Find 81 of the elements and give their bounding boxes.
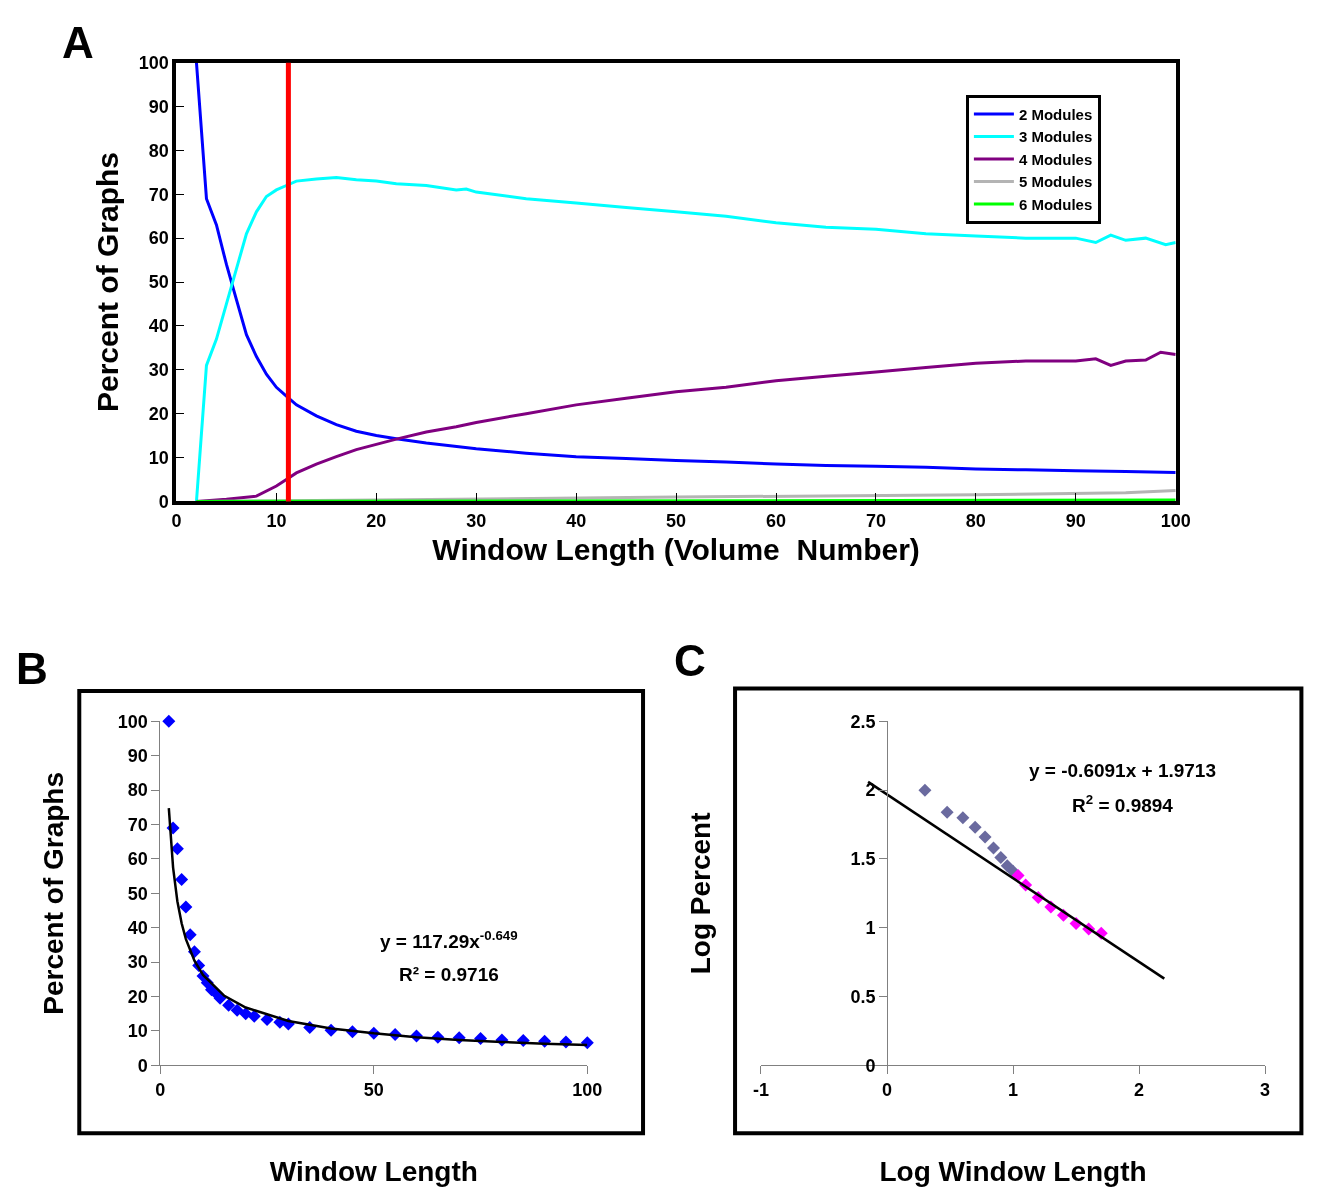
legend-label: 4 Modules	[1018, 150, 1093, 168]
y-tick-label: 70	[127, 814, 148, 835]
legend-label: 3 Modules	[1018, 128, 1093, 146]
point	[968, 820, 982, 834]
x-tick-label: 40	[566, 511, 587, 531]
x-axis-title: Log Window Length	[879, 1156, 1147, 1188]
x-tick-label: 2	[1134, 1079, 1145, 1100]
x-tick-label: 10	[266, 511, 287, 531]
annotation: R² = 0.9716	[399, 964, 499, 985]
y-axis-title: Percent of Graphs	[38, 771, 70, 1015]
y-tick-label: 10	[148, 447, 169, 468]
point	[162, 714, 176, 728]
point	[940, 805, 954, 819]
point	[183, 928, 197, 942]
point	[956, 811, 970, 825]
y-tick-label: 60	[127, 849, 148, 870]
line-series	[194, 62, 1176, 474]
legend-label: 5 Modules	[1018, 173, 1093, 191]
point	[170, 842, 184, 856]
x-tick-label: 50	[363, 1079, 384, 1100]
y-tick-label: 40	[127, 918, 148, 939]
y-tick-label: 100	[138, 52, 169, 73]
y-tick-label: 20	[148, 403, 169, 424]
y-tick-label: 0.5	[850, 986, 876, 1007]
y-tick-label: 0	[158, 491, 169, 512]
point	[222, 998, 236, 1012]
x-tick-label: 100	[572, 1079, 603, 1100]
y-tick-label: 1.5	[850, 849, 876, 870]
y-tick-label: 90	[148, 96, 169, 117]
point	[1011, 868, 1025, 882]
x-tick-label: 30	[466, 511, 487, 531]
chart-title: B	[16, 644, 48, 693]
y-tick-label: 70	[148, 184, 169, 205]
legend-label: 2 Modules	[1018, 105, 1093, 123]
y-tick-label: 20	[127, 986, 148, 1007]
x-tick-label: 50	[666, 511, 687, 531]
y-tick-label: 80	[127, 780, 148, 801]
line-series	[194, 176, 1176, 502]
annotation: R$^{2}$ = 0.9894	[1072, 792, 1174, 816]
point	[918, 783, 932, 797]
x-tick-label: 60	[765, 511, 787, 531]
y-axis-title: Percent of Graphs	[91, 151, 125, 413]
point	[580, 1036, 594, 1050]
annotation: y = -0.6091x + 1.9713	[1029, 760, 1216, 781]
y-tick-label: 0	[137, 1055, 148, 1076]
point	[247, 1009, 261, 1023]
y-tick-label: 1	[865, 918, 876, 939]
y-tick-label: 80	[148, 140, 169, 161]
x-tick-label: 90	[1065, 511, 1086, 531]
y-tick-label: 40	[148, 316, 169, 337]
x-tick-label: 80	[965, 511, 986, 531]
point	[175, 873, 189, 887]
y-tick-label: 50	[127, 883, 148, 904]
y-tick-label: 10	[127, 1021, 148, 1042]
x-tick-label: 100	[1160, 511, 1191, 531]
point	[994, 851, 1008, 865]
chart-title: A	[62, 18, 94, 67]
x-tick-label: 1	[1008, 1079, 1019, 1100]
y-tick-label: 60	[148, 228, 169, 249]
x-tick-label: 3	[1260, 1079, 1271, 1100]
x-tick-label: 20	[366, 511, 387, 531]
x-axis-title: Window Length	[269, 1156, 478, 1188]
x-tick-label: 0	[882, 1079, 893, 1100]
x-tick-label: 0	[171, 511, 182, 531]
y-tick-label: 0	[865, 1055, 876, 1076]
point	[978, 830, 992, 844]
y-tick-label: 100	[117, 711, 148, 732]
x-axis-title: Window Length (Volume Number)	[432, 533, 920, 566]
y-tick-label: 50	[148, 272, 169, 293]
point	[260, 1013, 274, 1027]
y-axis-title: Log Percent	[685, 812, 717, 975]
y-tick-label: 30	[127, 952, 148, 973]
x-tick-label: -1	[752, 1079, 769, 1100]
annotation: y = 117.29x$^{-0.649}$	[380, 928, 518, 952]
legend-label: 6 Modules	[1018, 195, 1093, 213]
y-tick-label: 2.5	[850, 711, 876, 732]
point	[987, 841, 1001, 855]
point	[179, 900, 193, 914]
y-tick-label: 90	[127, 746, 148, 767]
y-tick-label: 30	[148, 360, 169, 381]
chart-title: C	[674, 636, 706, 685]
